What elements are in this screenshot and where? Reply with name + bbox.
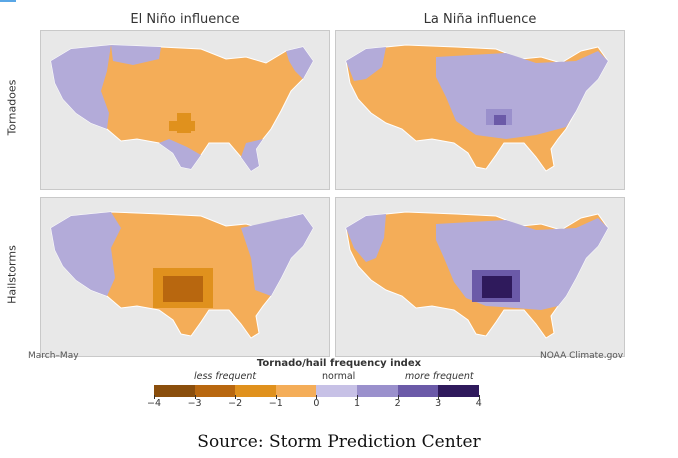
credit-note: NOAA Climate.gov [540, 351, 624, 361]
map-el-nino-hailstorms [40, 197, 330, 357]
legend-less-frequent: less frequent [194, 371, 257, 382]
legend-tick-label: 0 [313, 398, 320, 409]
legend-tick [397, 395, 399, 399]
legend-tick-label: 4 [475, 398, 482, 409]
map-la-nina-hailstorms [335, 197, 625, 357]
legend-tick [154, 395, 155, 399]
legend-tick [194, 395, 196, 399]
legend-swatch [194, 385, 236, 397]
row-label-tornadoes: Tornadoes [5, 79, 19, 136]
legend-tick-label: 1 [353, 398, 361, 409]
legend-swatch [235, 385, 276, 397]
row-label-hailstorms: Hailstorms [5, 245, 19, 304]
legend-tick-label: −1 [268, 398, 283, 409]
legend-swatch [154, 385, 195, 397]
source-caption: Source: Storm Prediction Center [197, 432, 481, 452]
la-nina-title: La Niña influence [423, 12, 537, 27]
legend-swatch [275, 385, 317, 397]
legend-title: Tornado/hail frequency index [256, 358, 422, 369]
legend-swatch [397, 385, 439, 397]
legend-tick [235, 395, 237, 399]
el-nino-title: El Niño influence [130, 12, 240, 27]
legend-tick-label: −4 [146, 398, 161, 409]
legend-more-frequent: more frequent [405, 371, 474, 382]
season-note: March–May [28, 351, 79, 361]
legend-swatch [316, 385, 357, 397]
corner-mark [0, 0, 16, 2]
legend-normal: normal [322, 371, 356, 382]
legend-tick [357, 395, 358, 399]
map-la-nina-tornadoes [335, 30, 625, 190]
legend-swatch [438, 385, 479, 397]
legend-tick [478, 395, 480, 399]
legend-tick-label: 3 [435, 398, 442, 409]
legend-tick [316, 395, 318, 399]
legend-tick-label: 2 [394, 398, 401, 409]
legend-tick-label: −3 [187, 398, 202, 409]
map-el-nino-tornadoes [40, 30, 330, 190]
legend-color-bar [154, 385, 479, 397]
legend-tick-label: −2 [228, 398, 243, 409]
legend-tick [275, 395, 277, 399]
legend-swatch [356, 385, 398, 397]
legend-tick [438, 395, 440, 399]
